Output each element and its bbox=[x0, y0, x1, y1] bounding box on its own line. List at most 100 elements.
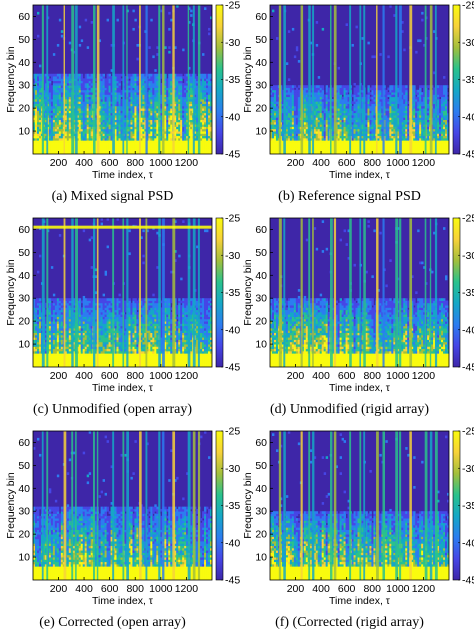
heatmap-cell bbox=[38, 137, 42, 141]
heatmap-cell bbox=[100, 112, 104, 116]
heatmap-cell bbox=[315, 101, 319, 104]
heatmap-cell bbox=[323, 119, 327, 123]
heatmap-cell bbox=[285, 126, 289, 130]
heatmap-cell bbox=[164, 121, 167, 125]
heatmap-cell bbox=[297, 105, 301, 109]
heatmap-cell bbox=[118, 115, 121, 118]
heatmap-cell bbox=[110, 43, 113, 47]
heatmap-cell bbox=[170, 126, 173, 130]
heatmap-cell bbox=[130, 124, 133, 127]
heatmap-cell bbox=[90, 151, 94, 154]
heatmap-cell bbox=[148, 85, 151, 88]
heatmap-cell bbox=[315, 144, 319, 148]
heatmap-cell bbox=[361, 37, 364, 40]
heatmap-cell bbox=[313, 115, 317, 118]
heatmap-cell bbox=[42, 126, 46, 130]
heatmap-cell bbox=[377, 124, 380, 127]
heatmap-cell bbox=[66, 76, 70, 79]
heatmap-cell bbox=[110, 133, 113, 137]
heatmap-cell bbox=[44, 101, 48, 104]
heatmap-cell bbox=[373, 105, 376, 109]
heatmap-cell bbox=[164, 80, 167, 84]
heatmap-cell bbox=[108, 96, 111, 100]
heatmap-cell bbox=[156, 115, 159, 118]
heatmap-cell bbox=[60, 78, 64, 82]
heatmap-cell bbox=[54, 103, 58, 107]
heatmap-cell bbox=[110, 137, 113, 141]
heatmap-cell bbox=[331, 87, 335, 91]
heatmap-cell bbox=[327, 110, 331, 114]
heatmap-cell bbox=[38, 80, 42, 84]
heatmap-cell bbox=[291, 108, 295, 111]
heatmap-cell bbox=[206, 142, 209, 146]
heatmap-cell bbox=[60, 82, 64, 86]
heatmap-cell bbox=[132, 78, 135, 82]
heatmap-cell bbox=[116, 78, 119, 82]
heatmap-cell bbox=[180, 112, 183, 116]
heatmap-cell bbox=[180, 144, 183, 148]
heatmap-cell bbox=[204, 144, 207, 148]
heatmap-cell bbox=[188, 126, 191, 130]
heatmap-cell bbox=[42, 135, 46, 139]
heatmap-cell bbox=[48, 108, 52, 111]
heatmap-cell bbox=[194, 98, 197, 102]
heatmap-cell bbox=[140, 87, 143, 91]
heatmap-cell bbox=[120, 140, 123, 143]
heatmap-cell bbox=[76, 78, 80, 82]
heatmap-cell bbox=[152, 85, 155, 88]
heatmap-cell bbox=[204, 101, 207, 104]
heatmap-cell bbox=[184, 119, 187, 123]
heatmap-cell bbox=[271, 126, 275, 130]
heatmap-cell bbox=[335, 108, 339, 111]
heatmap-cell bbox=[210, 121, 212, 125]
heatmap-cell bbox=[150, 105, 153, 109]
heatmap-cell bbox=[371, 117, 374, 121]
heatmap-cell bbox=[58, 18, 62, 22]
heatmap-cell bbox=[132, 149, 135, 153]
heatmap-cell bbox=[373, 89, 376, 93]
heatmap-cell bbox=[184, 140, 187, 143]
heatmap-cell bbox=[126, 140, 129, 143]
heatmap-cell bbox=[186, 149, 189, 153]
heatmap-cell bbox=[48, 117, 52, 121]
heatmap-cell bbox=[287, 87, 291, 91]
heatmap-cell bbox=[148, 108, 151, 111]
heatmap-cell bbox=[204, 103, 207, 107]
heatmap-cell bbox=[118, 92, 121, 95]
heatmap-cell bbox=[178, 112, 181, 116]
heatmap-cell bbox=[327, 144, 331, 148]
heatmap-cell bbox=[110, 142, 113, 146]
heatmap-cell bbox=[82, 89, 86, 93]
heatmap-cell bbox=[194, 78, 197, 82]
heatmap-cell bbox=[78, 117, 82, 121]
heatmap-cell bbox=[206, 94, 209, 98]
heatmap-cell bbox=[208, 151, 211, 154]
heatmap-cell bbox=[136, 149, 139, 153]
heatmap-cell bbox=[335, 128, 339, 132]
heatmap-cell bbox=[44, 115, 48, 118]
heatmap-cell bbox=[174, 87, 177, 91]
heatmap-cell bbox=[270, 133, 273, 137]
heatmap-cell bbox=[208, 131, 211, 134]
heatmap-cell bbox=[184, 151, 187, 154]
heatmap-cell bbox=[295, 117, 299, 121]
heatmap-cell bbox=[353, 140, 356, 143]
heatmap-cell bbox=[327, 149, 331, 153]
heatmap-cell bbox=[297, 98, 301, 102]
heatmap-cell bbox=[52, 105, 56, 109]
heatmap-cell bbox=[361, 96, 364, 100]
heatmap-cell bbox=[134, 144, 137, 148]
heatmap-cell bbox=[305, 94, 309, 98]
heatmap-cell bbox=[337, 151, 341, 154]
heatmap-cell bbox=[80, 98, 84, 102]
heatmap-cell bbox=[285, 137, 289, 141]
heatmap-cell bbox=[156, 82, 159, 86]
heatmap-cell bbox=[44, 82, 48, 86]
heatmap-cell bbox=[345, 121, 348, 125]
heatmap-cell bbox=[178, 73, 181, 77]
heatmap-cell bbox=[94, 144, 98, 148]
heatmap-cell bbox=[33, 94, 36, 98]
heatmap-cell bbox=[136, 121, 139, 125]
heatmap-cell bbox=[94, 108, 98, 111]
y-tick-label: 30 bbox=[18, 80, 30, 92]
